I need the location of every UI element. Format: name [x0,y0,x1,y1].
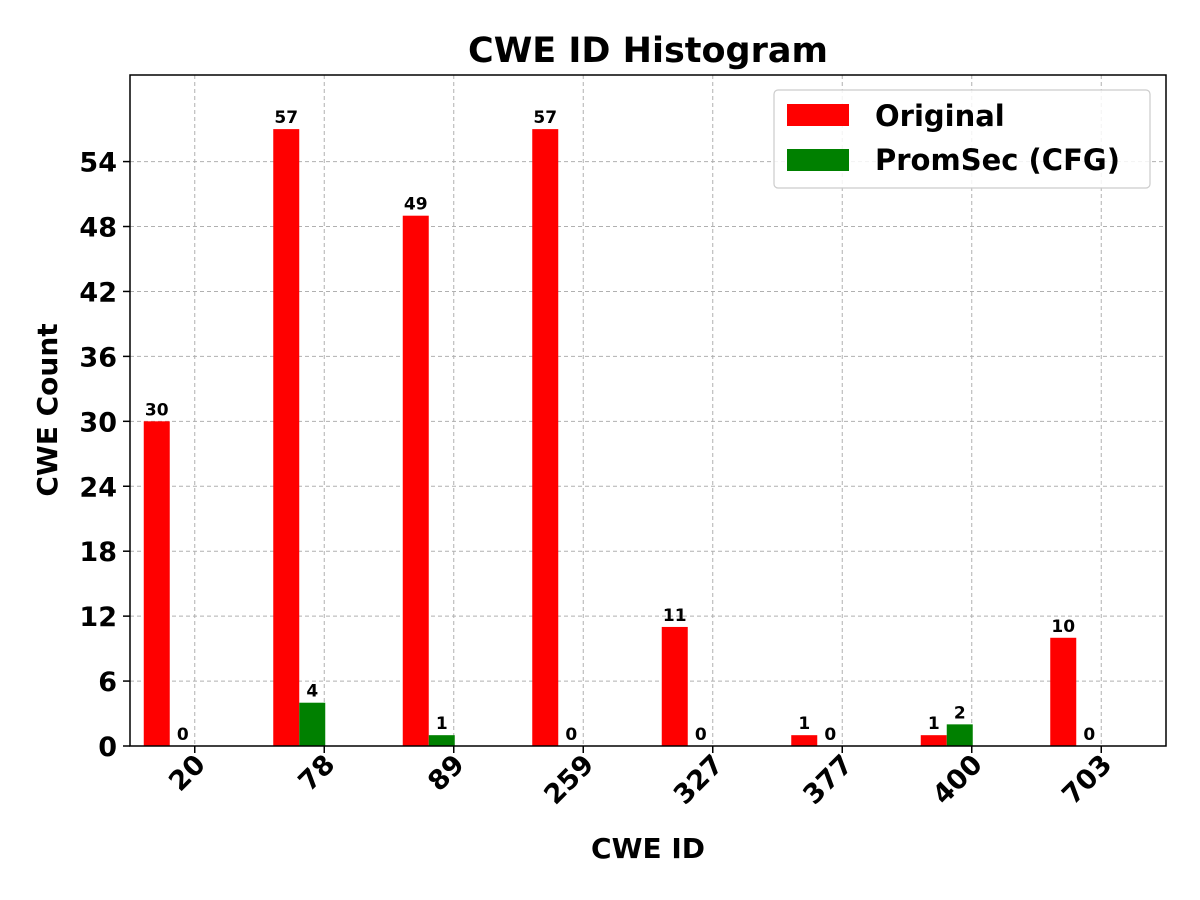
x-tick-label: 327 [668,749,730,811]
y-tick-label: 24 [79,472,117,503]
x-tick-label: 703 [1056,749,1118,811]
x-tick-label: 377 [797,749,859,811]
bars [143,129,1077,746]
y-axis-ticks: 0 6 12 18 24 30 36 42 48 54 [79,148,130,763]
legend-swatch-original [787,104,849,126]
legend-label-promsec: PromSec (CFG) [875,143,1120,177]
bar-original-703 [1050,637,1077,746]
bar-label-original: 10 [1051,617,1075,637]
bar-label-original: 11 [663,606,687,626]
bar-original-89 [402,215,429,746]
y-tick-label: 54 [79,148,117,179]
bar-original-20 [143,421,170,746]
chart-title: CWE ID Histogram [468,31,828,71]
y-axis-label: CWE Count [31,323,64,496]
bar-label-promsec: 0 [1083,725,1095,745]
bar-label-original: 57 [274,108,298,128]
bar-label-promsec: 0 [177,725,189,745]
x-axis-ticks: 20 78 89 259 327 377 400 703 [163,746,1118,811]
bar-label-original: 1 [928,714,940,734]
bar-label-promsec: 2 [954,703,966,723]
bar-label-original: 1 [798,714,810,734]
grid-lines [130,75,1166,746]
bar-label-original: 49 [404,195,428,215]
bar-label-promsec: 4 [306,682,318,702]
x-tick-label: 89 [422,749,470,797]
y-tick-label: 36 [79,342,117,373]
bar-promsec-78 [299,702,326,746]
x-tick-label: 259 [538,749,600,811]
legend-swatch-promsec [787,149,849,171]
bar-label-promsec: 1 [436,714,448,734]
y-tick-label: 6 [98,667,117,698]
x-tick-label: 20 [163,749,211,797]
bar-label-promsec: 0 [824,725,836,745]
x-axis-label: CWE ID [591,832,705,865]
bar-promsec-89 [428,735,455,746]
bar-original-259 [532,129,559,746]
x-tick-label: 400 [927,749,989,811]
legend-frame [773,89,1151,189]
y-tick-label: 48 [79,213,117,244]
y-tick-label: 42 [79,277,117,308]
legend-label-original: Original [875,99,1005,133]
bar-label-promsec: 0 [695,725,707,745]
bar-label-original: 30 [145,400,169,420]
y-tick-label: 12 [79,602,117,633]
x-tick-label: 78 [293,749,341,797]
bar-original-400 [920,735,947,746]
bar-promsec-400 [946,724,973,746]
y-tick-label: 0 [98,732,117,763]
bar-label-promsec: 0 [565,725,577,745]
plot-frame [129,74,1167,747]
bar-original-78 [273,129,300,746]
y-tick-label: 18 [79,537,117,568]
bar-original-377 [791,735,818,746]
y-tick-label: 30 [79,407,117,438]
bar-original-327 [661,626,688,746]
bar-label-original: 57 [533,108,557,128]
legend: Original PromSec (CFG) [773,89,1151,189]
